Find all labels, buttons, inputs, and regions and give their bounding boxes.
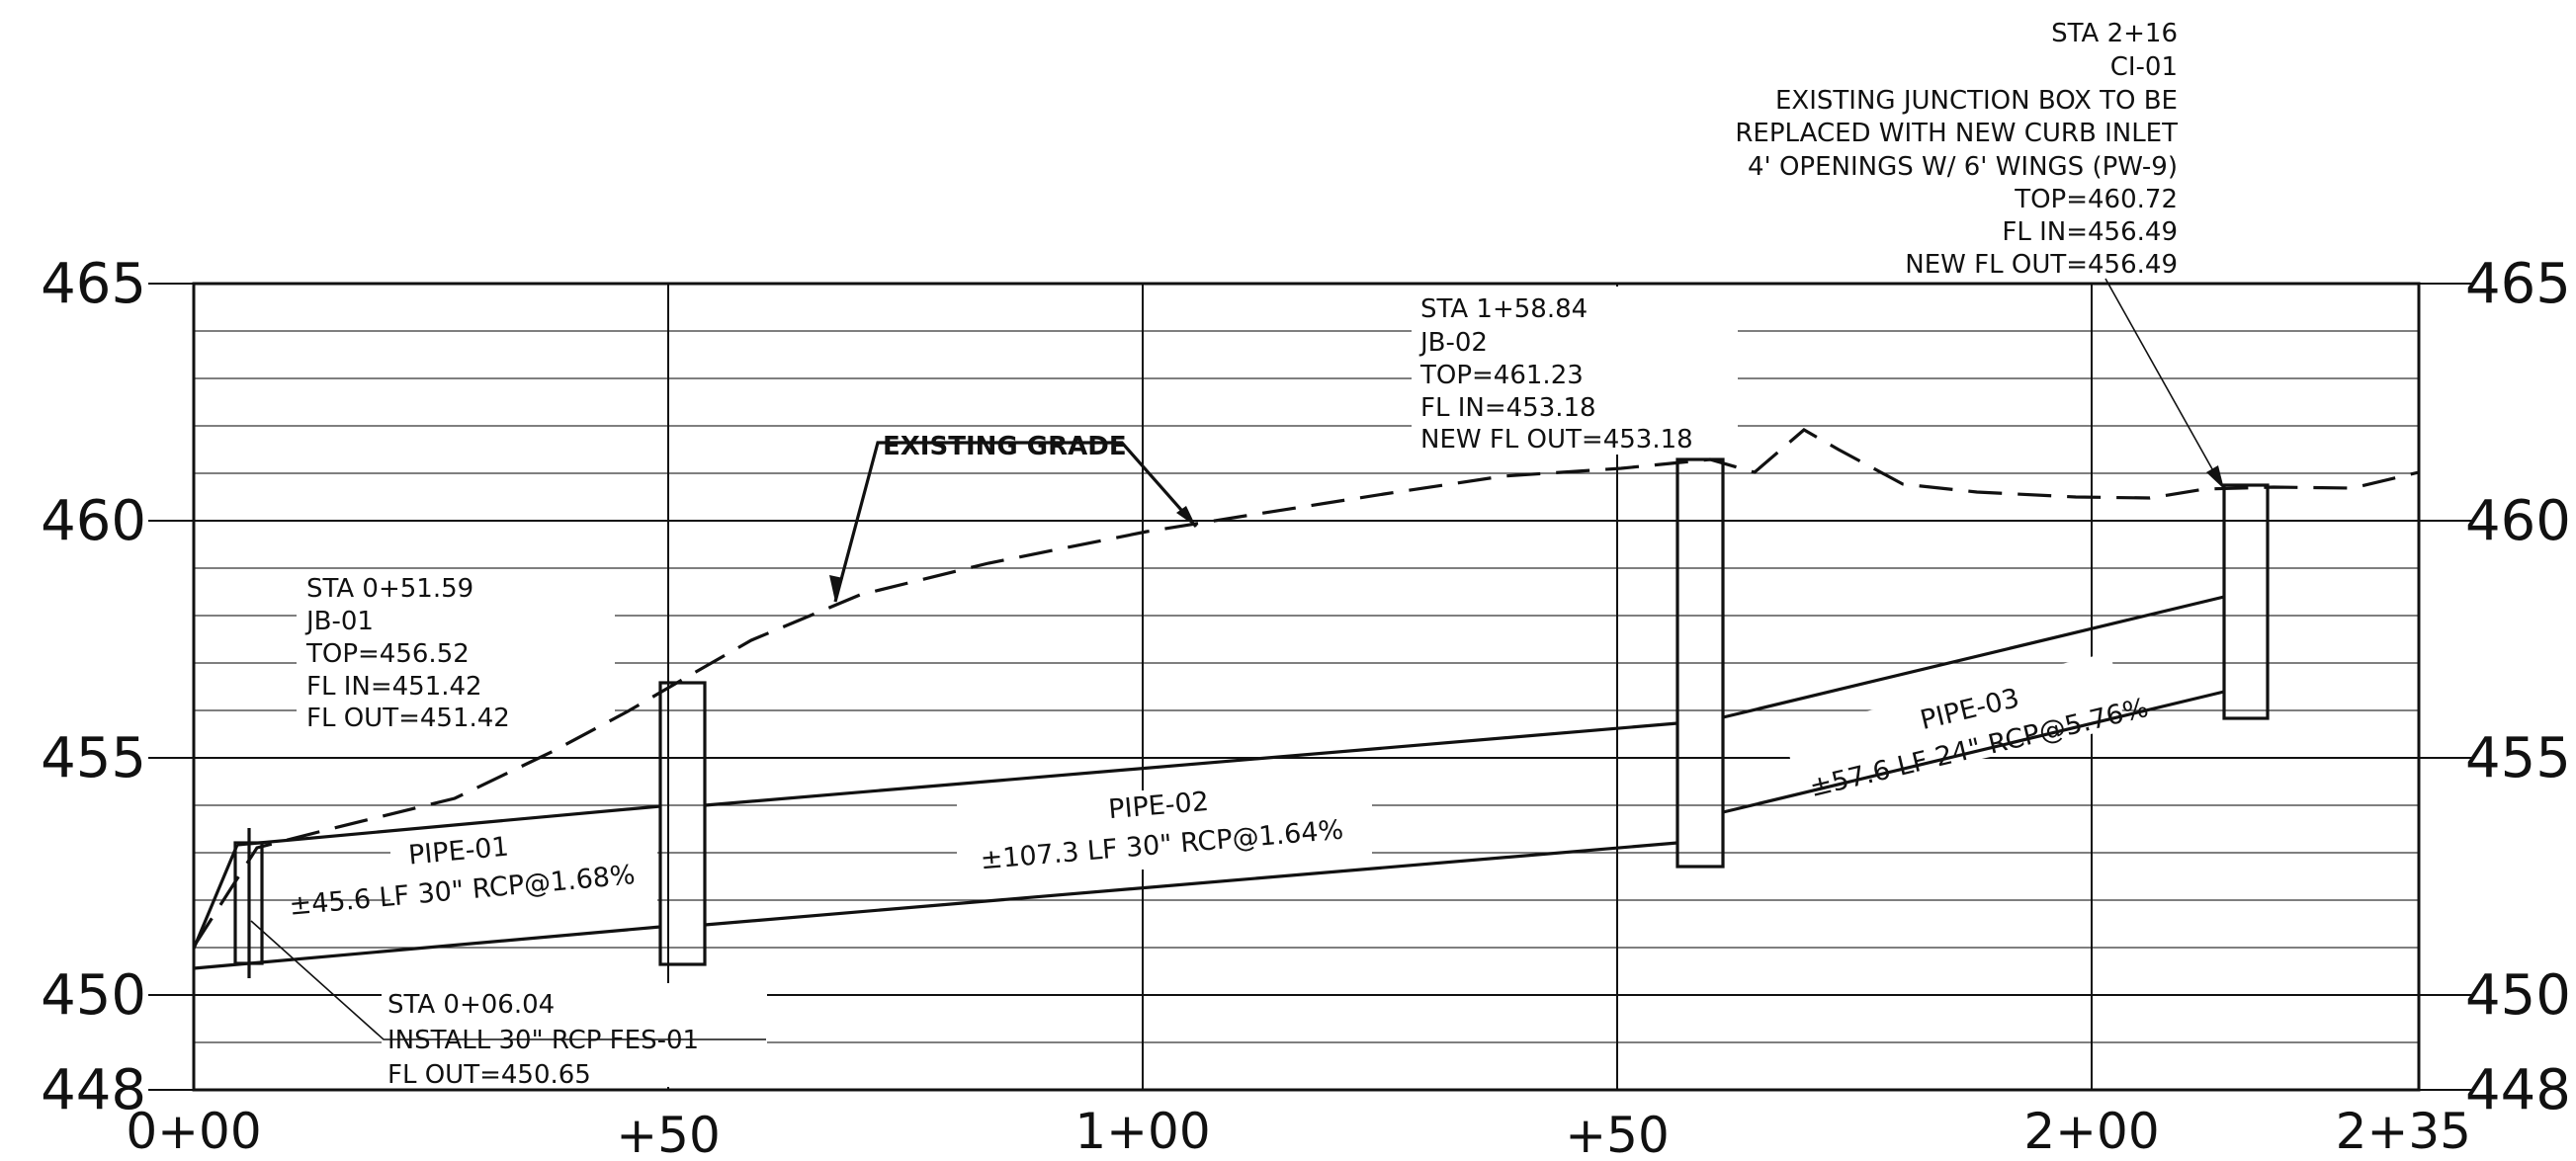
elevation-label: 465 [41, 252, 146, 316]
pipe-03 [1722, 595, 2225, 814]
note-line: STA 2+16 [2051, 19, 2178, 48]
note-line: TOP=461.23 [1419, 361, 1584, 390]
note-line: NEW FL OUT=456.49 [1905, 250, 2178, 280]
note-line: STA 0+51.59 [306, 574, 473, 604]
station-label: 1+00 [1074, 1103, 1210, 1160]
station-label: +50 [1565, 1107, 1670, 1161]
note-line: FL IN=451.42 [306, 672, 482, 702]
station-gridlines [667, 284, 2093, 1090]
station-label: 2+00 [2023, 1103, 2159, 1160]
note-jb-02: STA 1+58.84 JB-02 TOP=461.23 FL IN=453.1… [1418, 294, 1693, 455]
elevation-label: 460 [2465, 489, 2571, 553]
note-line: FL OUT=450.65 [387, 1060, 591, 1090]
note-line: FL IN=453.18 [1420, 393, 1596, 423]
profile-frame [192, 282, 2421, 1092]
jb-01-structure [658, 681, 707, 966]
note-jb-01: STA 0+51.59 JB-01 TOP=456.52 FL IN=451.4… [304, 574, 510, 733]
elevation-label: 448 [41, 1058, 146, 1122]
fes-01-structure [233, 828, 264, 978]
note-line: REPLACED WITH NEW CURB INLET [1735, 119, 2178, 148]
existing-grade-line [192, 428, 2420, 948]
pipe-02 [704, 721, 1678, 927]
note-ci-01: STA 2+16 CI-01 EXISTING JUNCTION BOX TO … [1735, 19, 2224, 489]
label-masks [297, 287, 2125, 1087]
elevation-label: 460 [41, 489, 146, 553]
note-line: FL OUT=451.42 [306, 704, 510, 733]
pipe-runs [192, 595, 2225, 970]
note-line: JB-02 [1418, 328, 1488, 358]
note-line: TOP=456.52 [305, 639, 470, 669]
elevation-label: 450 [41, 963, 146, 1028]
elevation-labels-right: 465 460 455 450 448 [2465, 252, 2571, 1122]
note-line: JB-01 [304, 607, 374, 636]
note-line: INSTALL 30" RCP FES-01 [387, 1026, 699, 1055]
ci-01-leader [2104, 278, 2221, 484]
jb-02-structure [1675, 457, 1725, 869]
note-line: CI-01 [2110, 52, 2178, 82]
elevation-labels-left: 465 460 455 450 448 [41, 252, 146, 1122]
note-line: TOP=460.72 [2014, 185, 2178, 214]
elevation-label: 448 [2465, 1058, 2571, 1122]
note-line: 4' OPENINGS W/ 6' WINGS (PW-9) [1748, 152, 2178, 182]
elevation-label: 450 [2465, 963, 2571, 1028]
note-line: STA 1+58.84 [1420, 294, 1588, 324]
note-line: FL IN=456.49 [2002, 217, 2178, 247]
elevation-label: 465 [2465, 252, 2571, 316]
existing-grade: EXISTING GRADE [192, 428, 2420, 948]
structures [233, 457, 2270, 978]
note-line: EXISTING JUNCTION BOX TO BE [1775, 86, 2178, 116]
elevation-label: 455 [41, 726, 146, 790]
ci-01-arrowhead [2206, 465, 2224, 489]
note-line: NEW FL OUT=453.18 [1420, 425, 1693, 455]
station-label: 0+00 [126, 1103, 261, 1160]
existing-grade-arrowhead [1176, 506, 1196, 527]
existing-grade-arrowhead [829, 575, 843, 602]
station-labels: 0+00 +50 1+00 +50 2+00 2+35 [126, 1103, 2471, 1161]
note-fes-01: STA 0+06.04 INSTALL 30" RCP FES-01 FL OU… [250, 920, 766, 1090]
station-label: +50 [616, 1107, 721, 1161]
ci-01-structure [2222, 483, 2270, 720]
note-line: STA 0+06.04 [387, 990, 555, 1020]
elevation-label: 455 [2465, 726, 2571, 790]
existing-grade-leader [833, 441, 1198, 603]
pipe-01 [192, 804, 661, 970]
existing-grade-label: EXISTING GRADE [883, 432, 1127, 461]
station-label: 2+35 [2336, 1103, 2471, 1160]
